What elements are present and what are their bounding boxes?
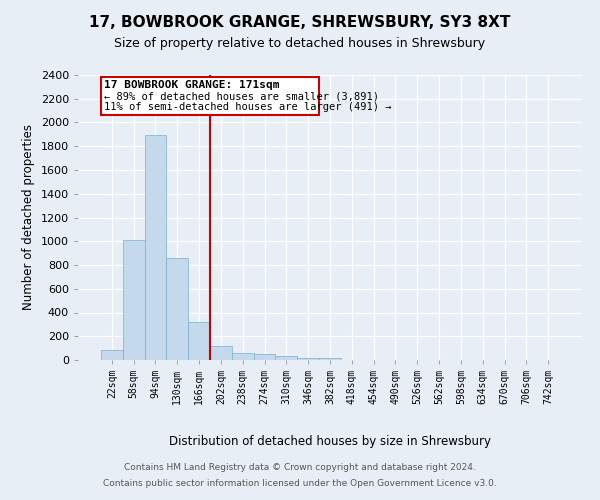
Bar	[254, 354, 275, 360]
Bar	[319, 358, 341, 360]
Bar	[232, 353, 254, 360]
Bar	[210, 346, 232, 360]
Bar	[101, 350, 123, 360]
Text: Contains public sector information licensed under the Open Government Licence v3: Contains public sector information licen…	[103, 478, 497, 488]
Bar	[145, 136, 166, 360]
Text: Distribution of detached houses by size in Shrewsbury: Distribution of detached houses by size …	[169, 435, 491, 448]
Text: 17 BOWBROOK GRANGE: 171sqm: 17 BOWBROOK GRANGE: 171sqm	[104, 80, 280, 90]
Bar	[275, 356, 297, 360]
Y-axis label: Number of detached properties: Number of detached properties	[22, 124, 35, 310]
Bar	[123, 240, 145, 360]
Bar	[166, 258, 188, 360]
Text: Contains HM Land Registry data © Crown copyright and database right 2024.: Contains HM Land Registry data © Crown c…	[124, 464, 476, 472]
Bar	[101, 77, 319, 116]
Text: ← 89% of detached houses are smaller (3,891): ← 89% of detached houses are smaller (3,…	[104, 91, 379, 101]
Text: 17, BOWBROOK GRANGE, SHREWSBURY, SY3 8XT: 17, BOWBROOK GRANGE, SHREWSBURY, SY3 8XT	[89, 15, 511, 30]
Text: 11% of semi-detached houses are larger (491) →: 11% of semi-detached houses are larger (…	[104, 102, 392, 112]
Text: Size of property relative to detached houses in Shrewsbury: Size of property relative to detached ho…	[115, 38, 485, 51]
Bar	[297, 358, 319, 360]
Bar	[188, 322, 210, 360]
